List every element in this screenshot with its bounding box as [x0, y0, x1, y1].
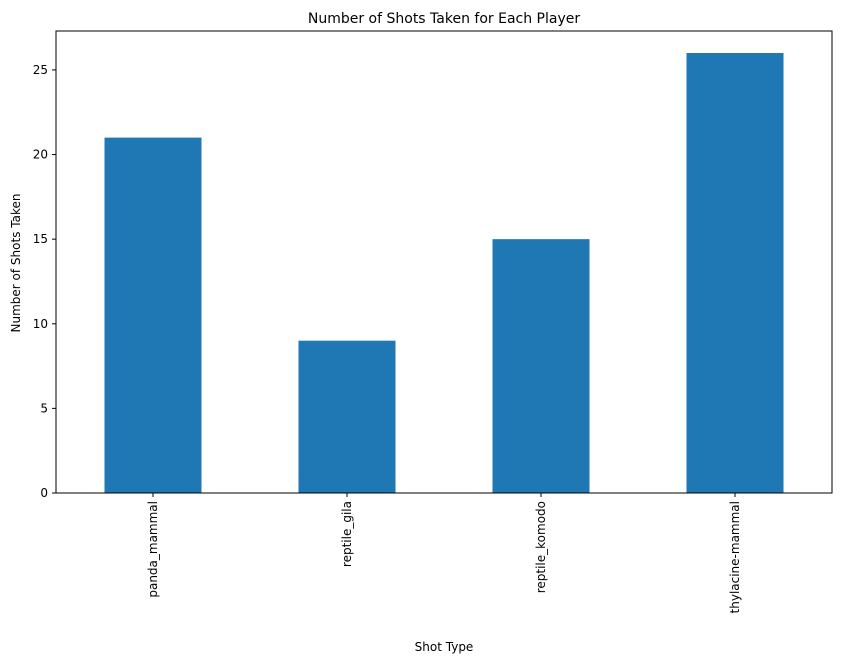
bar-panda_mammal	[104, 137, 202, 493]
x-tick-label: panda_mammal	[146, 501, 160, 598]
y-tick-label: 15	[33, 232, 48, 246]
y-tick-label: 10	[33, 317, 48, 331]
y-tick-label: 0	[40, 486, 48, 500]
plot-frame	[55, 30, 833, 494]
y-tick-label: 20	[33, 148, 48, 162]
bars-group	[104, 53, 784, 493]
x-tick-label: thylacine-mammal	[728, 501, 742, 613]
bar-reptile_komodo	[492, 239, 590, 493]
chart-title: Number of Shots Taken for Each Player	[308, 11, 581, 27]
y-tick-label: 25	[33, 63, 48, 77]
y-tick-label: 5	[40, 401, 48, 415]
x-tick-label: reptile_gila	[340, 501, 354, 567]
y-axis-label: Number of Shots Taken	[9, 194, 23, 333]
bar-reptile_gila	[298, 340, 396, 493]
y-axis-ticks: 0 5 10 15 20 25	[33, 63, 56, 500]
x-axis-ticks: panda_mammal reptile_gila reptile_komodo th…	[146, 493, 742, 613]
bar-thylacine-mammal	[686, 53, 784, 493]
x-axis-label: Shot Type	[415, 640, 474, 654]
x-tick-label: reptile_komodo	[534, 501, 548, 593]
